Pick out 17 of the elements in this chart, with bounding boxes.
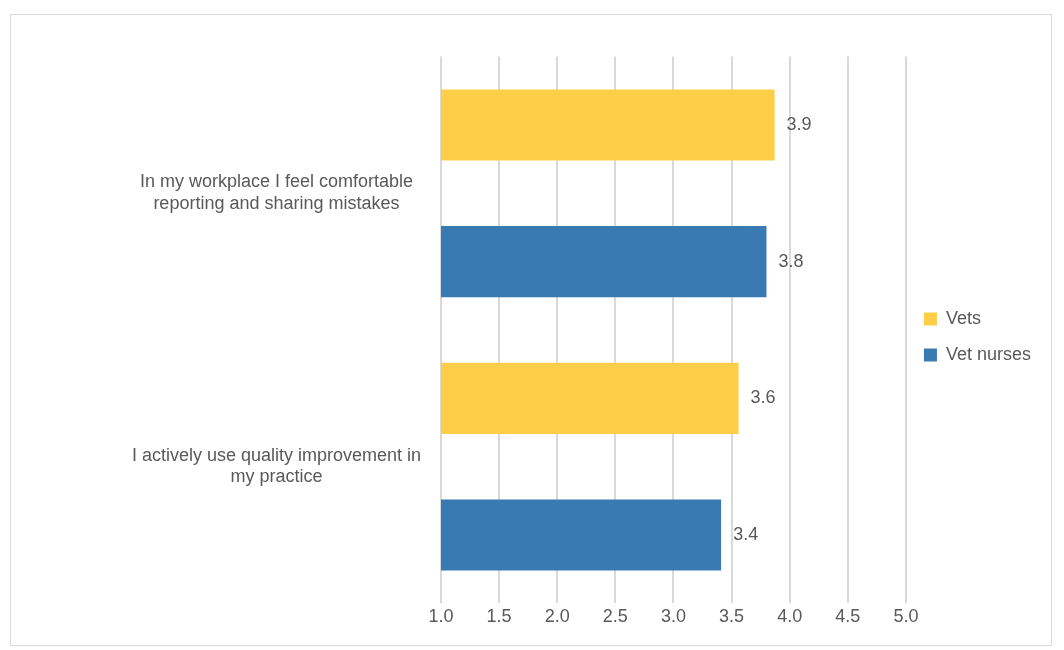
x-tick-label: 4.5	[835, 606, 861, 627]
x-tick-label: 3.0	[660, 606, 686, 627]
x-tick-label: 4.0	[777, 606, 803, 627]
x-tick-label: 3.5	[719, 606, 745, 627]
legend-label: Vets	[945, 307, 981, 328]
data-label: 3.4	[733, 524, 759, 545]
data-label: 3.9	[786, 113, 812, 134]
x-tick-label: 5.0	[893, 606, 919, 627]
y-tick-label: I actively use quality improvement in my practice	[131, 444, 421, 487]
data-label: 3.8	[778, 250, 804, 271]
x-tick-label: 2.0	[544, 606, 570, 627]
x-tick-label: 1.0	[428, 606, 454, 627]
data-label: 3.6	[750, 387, 776, 408]
x-tick-label: 1.5	[486, 606, 512, 627]
x-tick-label: 2.5	[602, 606, 628, 627]
legend-label: Vet nurses	[945, 343, 1032, 364]
y-tick-label: In my workplace I feel comfortable reporting and sharing mistakes	[139, 171, 413, 214]
